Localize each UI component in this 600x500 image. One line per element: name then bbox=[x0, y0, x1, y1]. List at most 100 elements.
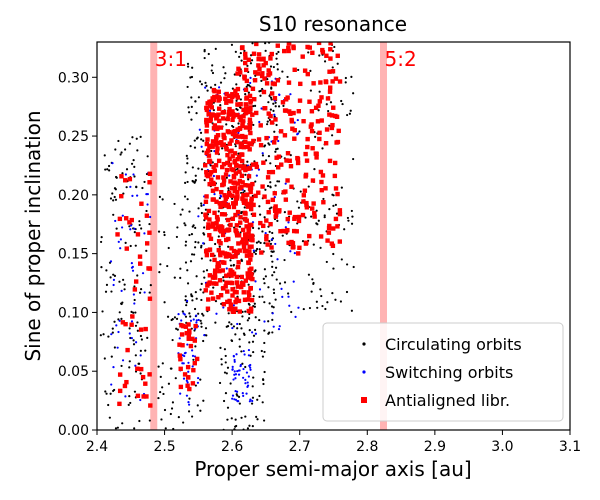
data-point bbox=[237, 70, 243, 75]
data-point bbox=[129, 336, 132, 340]
data-point bbox=[167, 382, 171, 385]
data-point bbox=[251, 212, 257, 217]
data-point bbox=[237, 186, 242, 191]
data-point bbox=[266, 210, 271, 215]
data-point bbox=[344, 81, 347, 84]
data-point bbox=[271, 265, 274, 268]
data-point bbox=[247, 109, 252, 115]
data-point bbox=[224, 254, 229, 259]
data-point bbox=[248, 341, 251, 344]
data-point bbox=[104, 168, 107, 171]
plot-frame bbox=[96, 41, 571, 431]
data-point bbox=[297, 98, 303, 103]
data-point bbox=[110, 355, 113, 358]
data-point bbox=[264, 218, 269, 223]
data-point bbox=[259, 241, 262, 245]
data-point bbox=[303, 151, 308, 157]
y-tick-label: 0.00 bbox=[58, 423, 89, 439]
data-point bbox=[244, 378, 247, 382]
data-point bbox=[245, 271, 250, 276]
data-point bbox=[180, 319, 183, 322]
data-point bbox=[285, 178, 290, 183]
data-point bbox=[193, 246, 197, 249]
data-point bbox=[250, 276, 255, 282]
data-point bbox=[127, 176, 133, 182]
data-point bbox=[254, 180, 257, 183]
data-point bbox=[230, 339, 234, 343]
data-point bbox=[272, 208, 278, 214]
data-point bbox=[259, 250, 264, 255]
data-point bbox=[185, 364, 191, 370]
data-point bbox=[211, 126, 217, 131]
data-point bbox=[201, 150, 205, 153]
data-point bbox=[227, 187, 230, 190]
data-point bbox=[202, 314, 205, 317]
data-point bbox=[179, 267, 182, 270]
data-point bbox=[250, 402, 254, 405]
data-point bbox=[324, 307, 327, 311]
data-point bbox=[203, 288, 208, 293]
data-point bbox=[197, 312, 200, 315]
data-point bbox=[313, 105, 319, 111]
data-point bbox=[233, 171, 239, 176]
data-point bbox=[290, 245, 295, 250]
data-point bbox=[316, 42, 322, 46]
data-point bbox=[212, 268, 218, 273]
data-point bbox=[205, 84, 208, 87]
data-point bbox=[239, 158, 245, 164]
data-point bbox=[246, 234, 251, 240]
data-point bbox=[211, 113, 217, 118]
data-point bbox=[203, 215, 209, 220]
data-point bbox=[112, 283, 115, 287]
data-point bbox=[328, 208, 331, 211]
data-point bbox=[183, 354, 186, 358]
data-point bbox=[307, 51, 310, 54]
data-point bbox=[216, 247, 221, 253]
data-point bbox=[204, 123, 210, 128]
data-point bbox=[333, 45, 336, 49]
data-point bbox=[334, 114, 340, 120]
data-point bbox=[328, 42, 333, 46]
data-point bbox=[159, 390, 162, 394]
data-point bbox=[315, 300, 318, 303]
data-point bbox=[210, 139, 216, 144]
data-point bbox=[200, 211, 203, 215]
data-point bbox=[273, 271, 276, 274]
data-point bbox=[129, 217, 134, 223]
data-point bbox=[129, 185, 132, 188]
data-point bbox=[222, 306, 225, 309]
data-point bbox=[337, 239, 343, 244]
data-point bbox=[134, 341, 138, 344]
data-point bbox=[268, 56, 273, 61]
resonance-band-5-2 bbox=[380, 42, 388, 430]
data-point bbox=[133, 227, 136, 230]
data-point bbox=[243, 102, 248, 107]
data-point bbox=[232, 125, 235, 129]
data-point bbox=[246, 308, 251, 314]
data-point bbox=[115, 176, 118, 179]
data-point bbox=[236, 298, 242, 304]
data-point bbox=[186, 85, 189, 89]
data-point bbox=[140, 374, 146, 380]
data-point bbox=[239, 173, 245, 179]
data-point bbox=[292, 280, 295, 283]
data-point bbox=[218, 381, 222, 385]
data-point bbox=[238, 164, 243, 169]
data-point bbox=[122, 383, 128, 389]
data-point bbox=[323, 79, 329, 85]
data-point bbox=[220, 232, 226, 238]
data-point bbox=[332, 252, 335, 256]
data-point bbox=[228, 179, 233, 184]
data-point bbox=[212, 286, 215, 289]
data-point bbox=[227, 162, 233, 167]
data-point bbox=[146, 192, 149, 196]
data-point bbox=[120, 151, 123, 154]
data-point bbox=[249, 297, 255, 303]
data-point bbox=[280, 100, 286, 105]
data-point bbox=[191, 225, 194, 228]
data-point bbox=[223, 371, 227, 374]
data-point bbox=[270, 250, 273, 253]
data-point bbox=[272, 191, 277, 196]
data-point bbox=[108, 169, 111, 172]
data-point bbox=[264, 81, 270, 86]
